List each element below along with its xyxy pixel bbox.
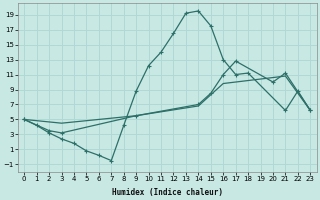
X-axis label: Humidex (Indice chaleur): Humidex (Indice chaleur) <box>112 188 223 197</box>
